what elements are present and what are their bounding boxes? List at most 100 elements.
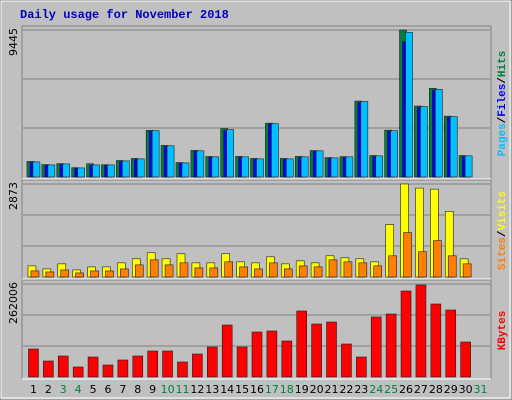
legend-entry: Hits — [497, 51, 509, 77]
legend-separator: / — [497, 116, 509, 123]
bar — [420, 106, 428, 178]
legend-entry: Pages — [497, 123, 509, 156]
bar — [226, 129, 234, 178]
bar — [462, 263, 472, 278]
bar — [149, 259, 159, 278]
bar — [418, 251, 427, 278]
bar — [435, 89, 443, 178]
bar — [360, 101, 369, 178]
bar — [251, 331, 263, 378]
bar — [405, 31, 413, 178]
bar — [117, 359, 129, 378]
bar — [286, 158, 294, 178]
bar — [57, 355, 69, 378]
chart-title: Daily usage for November 2018 — [20, 8, 229, 22]
bar — [196, 150, 205, 178]
bar — [284, 268, 293, 278]
x-tick-label: 30 — [459, 383, 473, 396]
legend-entry: Visits — [497, 191, 509, 231]
bar — [269, 262, 278, 278]
legend: Sites/Visits — [497, 191, 509, 270]
legend-separator: / — [497, 77, 509, 84]
bar — [415, 284, 427, 378]
bar — [375, 155, 384, 178]
bar — [315, 150, 324, 178]
bar — [162, 350, 173, 378]
bar — [298, 265, 308, 278]
bar — [254, 268, 263, 278]
bar — [194, 267, 204, 278]
x-tick-label: 26 — [399, 383, 413, 396]
bar — [445, 309, 457, 378]
legend-entry: KBytes — [497, 311, 509, 351]
bar — [164, 264, 174, 278]
y-tick-label: 2873 — [7, 182, 20, 210]
bar — [181, 162, 190, 178]
bar — [122, 160, 130, 178]
x-tick-label: 8 — [134, 383, 141, 396]
x-tick-label: 19 — [295, 383, 309, 396]
legend-entry: Sites — [497, 237, 509, 270]
bar — [313, 266, 323, 278]
legend-entry: Files — [497, 84, 509, 117]
bar — [281, 340, 293, 378]
x-tick-label: 27 — [414, 383, 428, 396]
bar — [385, 313, 397, 378]
bar — [311, 323, 322, 378]
bar — [192, 353, 203, 378]
bar — [43, 360, 54, 378]
bar — [460, 341, 471, 378]
bar — [449, 116, 458, 178]
x-tick-label: 3 — [60, 383, 67, 396]
panel — [21, 25, 492, 180]
bar — [92, 164, 100, 178]
bar — [390, 130, 398, 178]
x-tick-label: 25 — [384, 383, 398, 396]
bar — [221, 324, 233, 378]
bar — [464, 155, 473, 178]
x-tick-label: 11 — [175, 383, 189, 396]
bar — [45, 271, 55, 278]
bar — [345, 156, 354, 178]
x-tick-label: 28 — [429, 383, 443, 396]
x-tick-label: 13 — [205, 383, 219, 396]
bar — [358, 262, 368, 278]
bar — [72, 366, 84, 378]
x-tick-label: 9 — [149, 383, 156, 396]
bar — [403, 232, 412, 278]
bar — [296, 310, 308, 378]
bar — [430, 303, 442, 378]
x-tick-label: 10 — [161, 383, 175, 396]
legend-separator: / — [497, 230, 509, 237]
x-tick-label: 31 — [474, 383, 488, 396]
x-tick-label: 5 — [90, 383, 97, 396]
bar — [241, 156, 249, 178]
x-tick-label: 22 — [339, 383, 353, 396]
bar — [30, 270, 40, 278]
x-tick-label: 12 — [190, 383, 204, 396]
x-tick-label: 29 — [444, 383, 458, 396]
bar — [87, 356, 99, 378]
x-tick-label: 23 — [354, 383, 368, 396]
x-tick-label: 6 — [104, 383, 111, 396]
bar — [147, 350, 158, 378]
bar — [177, 361, 188, 378]
bar — [166, 145, 175, 178]
x-tick-label: 15 — [235, 383, 249, 396]
x-tick-label: 16 — [250, 383, 264, 396]
x-tick-label: 18 — [280, 383, 294, 396]
bar — [151, 130, 160, 178]
bar — [373, 265, 383, 278]
bar — [179, 262, 189, 278]
bar — [209, 267, 219, 278]
bar — [300, 156, 309, 178]
bar — [356, 356, 367, 378]
x-tick-label: 14 — [220, 383, 234, 396]
bar — [370, 316, 382, 378]
bar — [271, 123, 279, 178]
bar — [32, 161, 41, 178]
bar — [239, 266, 248, 278]
